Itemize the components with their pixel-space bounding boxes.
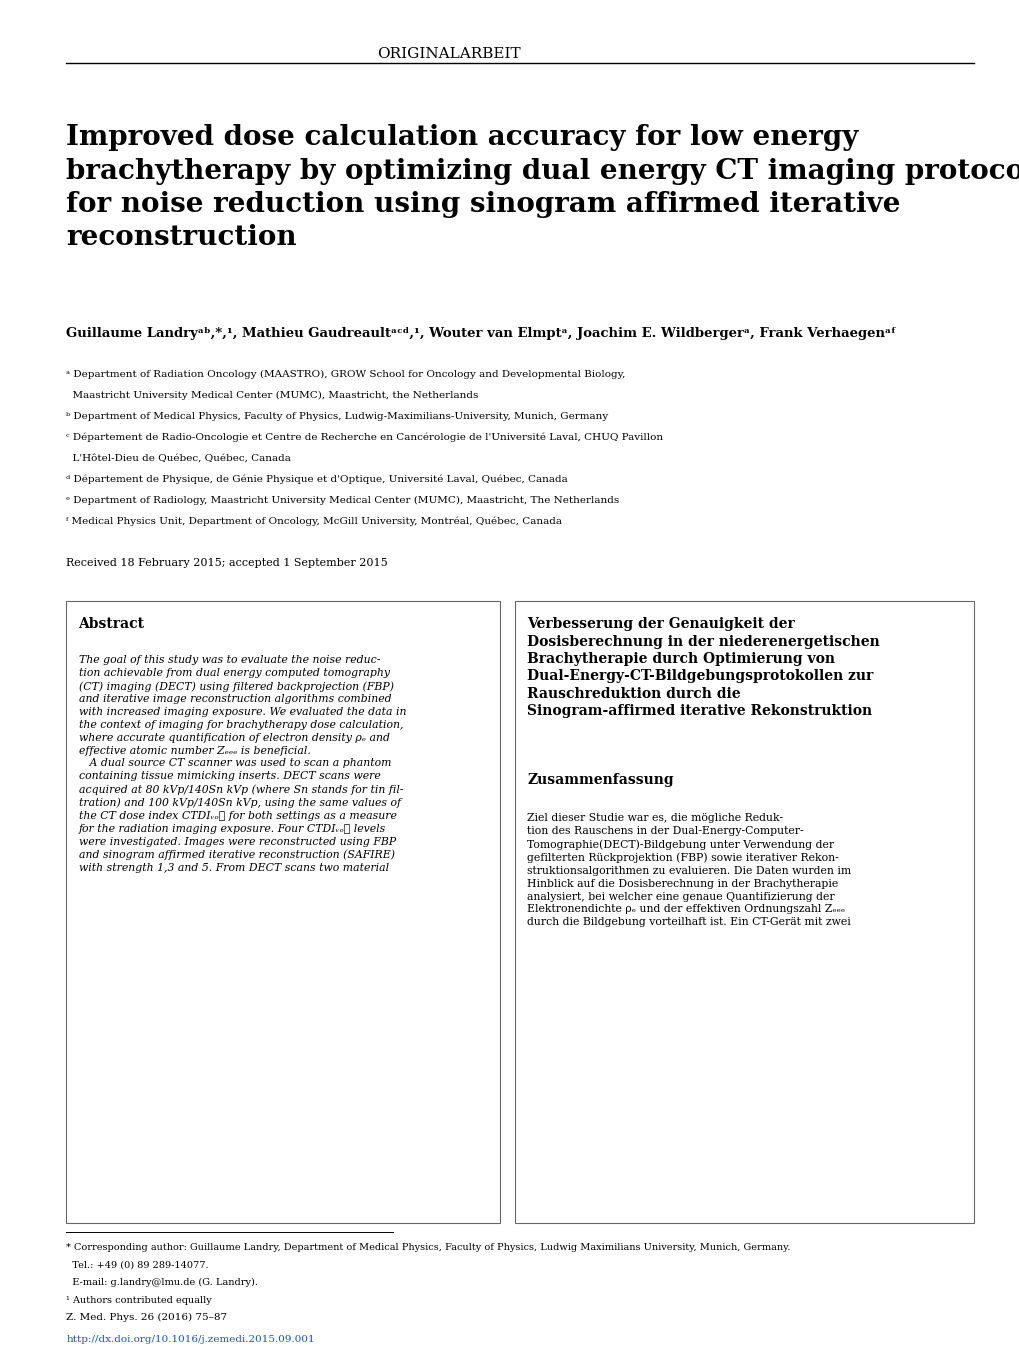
Text: http://dx.doi.org/10.1016/j.zemedi.2015.09.001: http://dx.doi.org/10.1016/j.zemedi.2015.… [66, 1335, 315, 1344]
Text: ᶠ Medical Physics Unit, Department of Oncology, McGill University, Montréal, Qué: ᶠ Medical Physics Unit, Department of On… [66, 517, 561, 527]
Text: L'Hôtel-Dieu de Québec, Québec, Canada: L'Hôtel-Dieu de Québec, Québec, Canada [66, 454, 290, 463]
Text: Zusammenfassung: Zusammenfassung [527, 773, 674, 786]
Text: The goal of this study was to evaluate the noise reduc-
tion achievable from dua: The goal of this study was to evaluate t… [78, 655, 406, 873]
Text: Abstract: Abstract [78, 617, 145, 631]
FancyBboxPatch shape [66, 601, 499, 1223]
Text: E-mail: g.landry@lmu.de (G. Landry).: E-mail: g.landry@lmu.de (G. Landry). [66, 1278, 258, 1288]
Text: ᵃ Department of Radiation Oncology (MAASTRO), GROW School for Oncology and Devel: ᵃ Department of Radiation Oncology (MAAS… [66, 370, 625, 380]
Text: ᶜ Département de Radio-Oncologie et Centre de Recherche en Cancérologie de l'Uni: ᶜ Département de Radio-Oncologie et Cent… [66, 432, 662, 443]
Text: ORIGINALARBEIT: ORIGINALARBEIT [377, 47, 521, 61]
FancyBboxPatch shape [515, 601, 973, 1223]
Text: Maastricht University Medical Center (MUMC), Maastricht, the Netherlands: Maastricht University Medical Center (MU… [66, 392, 478, 400]
Text: Tel.: +49 (0) 89 289-14077.: Tel.: +49 (0) 89 289-14077. [66, 1260, 209, 1270]
Text: Received 18 February 2015; accepted 1 September 2015: Received 18 February 2015; accepted 1 Se… [66, 558, 387, 567]
Text: Verbesserung der Genauigkeit der
Dosisberechnung in der niederenergetischen
Brac: Verbesserung der Genauigkeit der Dosisbe… [527, 617, 879, 717]
Text: Improved dose calculation accuracy for low energy
brachytherapy by optimizing du: Improved dose calculation accuracy for l… [66, 124, 1019, 251]
Text: ᵈ Département de Physique, de Génie Physique et d'Optique, Université Laval, Qué: ᵈ Département de Physique, de Génie Phys… [66, 476, 568, 485]
Text: Ziel dieser Studie war es, die mögliche Reduk-
tion des Rauschens in der Dual-En: Ziel dieser Studie war es, die mögliche … [527, 813, 851, 927]
Text: * Corresponding author: Guillaume Landry, Department of Medical Physics, Faculty: * Corresponding author: Guillaume Landry… [66, 1243, 790, 1252]
Text: ᵇ Department of Medical Physics, Faculty of Physics, Ludwig-Maximilians-Universi: ᵇ Department of Medical Physics, Faculty… [66, 412, 608, 422]
Text: Guillaume Landryᵃᵇ,*,¹, Mathieu Gaudreaultᵃᶜᵈ,¹, Wouter van Elmptᵃ, Joachim E. W: Guillaume Landryᵃᵇ,*,¹, Mathieu Gaudreau… [66, 327, 896, 340]
Text: ¹ Authors contributed equally: ¹ Authors contributed equally [66, 1296, 212, 1305]
Text: ᵉ Department of Radiology, Maastricht University Medical Center (MUMC), Maastric: ᵉ Department of Radiology, Maastricht Un… [66, 496, 619, 505]
Text: Z. Med. Phys. 26 (2016) 75–87: Z. Med. Phys. 26 (2016) 75–87 [66, 1313, 227, 1323]
